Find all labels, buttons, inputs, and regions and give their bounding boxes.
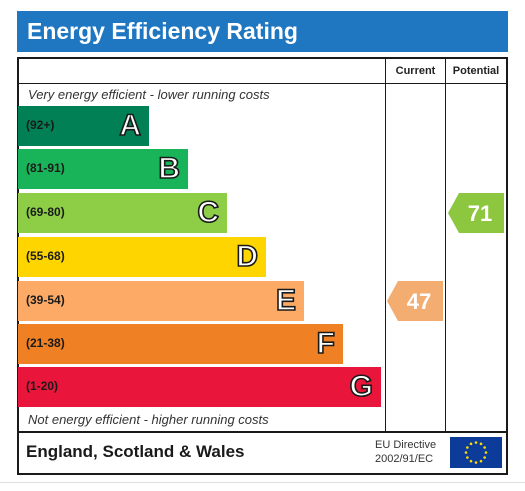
band-e: (39-54) E (18, 281, 304, 321)
band-g: (1-20) G (18, 367, 381, 407)
band-range-label: (92+) (26, 118, 55, 132)
band-letter: D (236, 239, 259, 274)
top-note: Very energy efficient - lower running co… (28, 87, 270, 102)
chart-title: Energy Efficiency Rating (27, 18, 298, 44)
eu-directive-line1: EU Directive (375, 439, 437, 451)
band-letter: F (316, 326, 336, 361)
band-f: (21-38) F (18, 324, 343, 364)
band-range-label: (1-20) (26, 379, 59, 393)
footer-country: England, Scotland & Wales (26, 442, 245, 461)
eu-star (479, 459, 483, 463)
current-arrow-shape (387, 281, 443, 321)
band-letter: B (158, 151, 181, 186)
footer-divider (19, 431, 506, 433)
band-a: (92+) A (18, 106, 149, 146)
potential-rating-arrow: 71 (448, 193, 504, 233)
eu-directive: EU Directive 2002/91/EC (375, 438, 436, 466)
current-column-divider (385, 59, 386, 431)
potential-column-divider (445, 59, 446, 431)
bottom-note: Not energy efficient - higher running co… (28, 412, 269, 427)
band-d: (55-68) D (18, 237, 266, 277)
eu-star (474, 461, 478, 464)
band-range-label: (55-68) (26, 249, 65, 263)
eu-star (483, 456, 486, 459)
band-b: (81-91) B (18, 149, 188, 189)
title-bar: Energy Efficiency Rating (17, 11, 508, 52)
band-range-label: (81-91) (26, 161, 65, 175)
band-letter: A (119, 108, 142, 143)
eu-directive-line2: 2002/91/EC (375, 453, 434, 465)
current-rating-value: 47 (406, 289, 432, 314)
potential-rating-value: 71 (467, 201, 493, 226)
eu-star (469, 442, 473, 446)
band-letter: G (349, 369, 374, 404)
band-letter: E (275, 283, 297, 318)
eu-star (466, 446, 469, 449)
eu-star (466, 456, 469, 459)
potential-column-header: Potential (452, 65, 500, 77)
potential-arrow-shape (448, 193, 504, 233)
current-rating-arrow: 47 (387, 281, 443, 321)
header-divider (19, 83, 506, 84)
eu-star (469, 459, 473, 463)
eu-star (474, 441, 478, 444)
page-bottom-rule (0, 482, 525, 483)
eu-star (479, 442, 483, 446)
current-column-header: Current (395, 65, 436, 77)
band-range-label: (39-54) (26, 293, 65, 307)
eu-star (484, 451, 488, 454)
eu-star (464, 451, 468, 454)
eu-star (483, 446, 486, 449)
band-c: (69-80) C (18, 193, 227, 233)
band-letter: C (197, 195, 220, 230)
eu-flag-icon (450, 437, 502, 468)
band-range-label: (69-80) (26, 205, 65, 219)
band-range-label: (21-38) (26, 336, 65, 350)
